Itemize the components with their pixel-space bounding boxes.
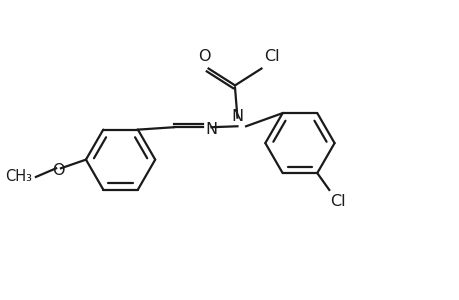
Text: Cl: Cl — [330, 194, 345, 209]
Text: N: N — [205, 122, 218, 136]
Text: CH₃: CH₃ — [5, 169, 32, 184]
Text: O: O — [52, 163, 65, 178]
Text: N: N — [231, 109, 243, 124]
Text: O: O — [198, 49, 211, 64]
Text: Cl: Cl — [263, 49, 279, 64]
